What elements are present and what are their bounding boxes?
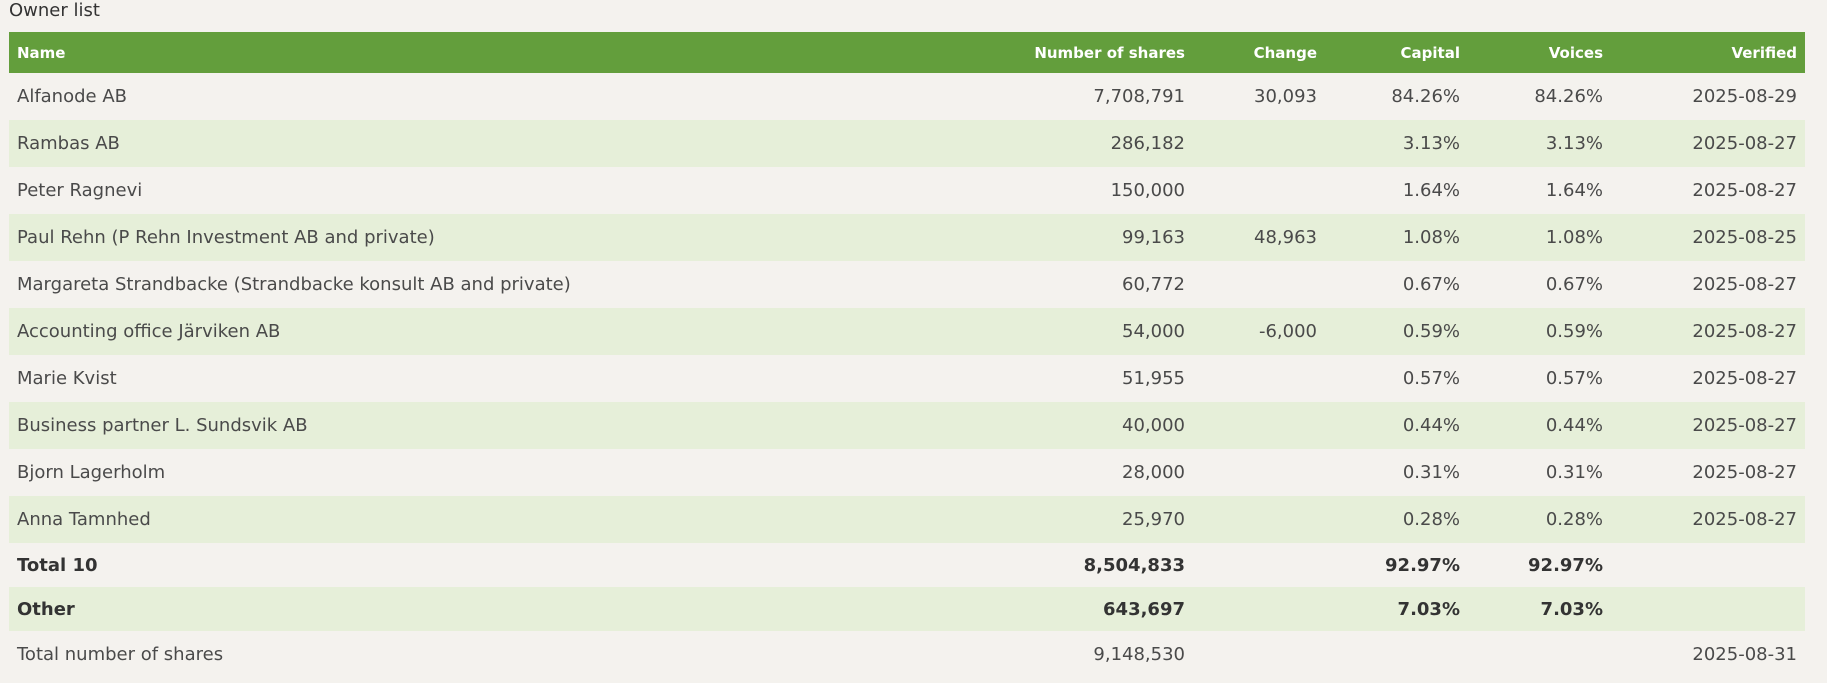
owner-name: Accounting office Järviken AB <box>17 321 281 342</box>
other-shares: 643,697 <box>1103 598 1185 620</box>
total-shares-verified: 2025-08-31 <box>1692 644 1797 665</box>
owner-name: Bjorn Lagerholm <box>17 462 166 483</box>
table-row: Rambas AB 286,182 3.13% 3.13% 2025-08-27 <box>9 120 1805 167</box>
owner-shares: 150,000 <box>1110 180 1185 201</box>
owner-table: Name Number of shares Change Capital Voi… <box>9 32 1805 678</box>
table-row: Accounting office Järviken AB 54,000 -6,… <box>9 308 1805 355</box>
other-capital: 7.03% <box>1397 598 1460 620</box>
owner-verified: 2025-08-29 <box>1692 86 1797 107</box>
owner-voices: 0.57% <box>1545 368 1603 389</box>
page-title: Owner list <box>9 0 100 21</box>
owner-name: Rambas AB <box>17 133 120 154</box>
owner-capital: 0.31% <box>1402 462 1460 483</box>
owner-voices: 0.28% <box>1545 509 1603 530</box>
owner-verified: 2025-08-27 <box>1692 133 1797 154</box>
column-header-verified[interactable]: Verified <box>1731 43 1797 62</box>
owner-capital: 3.13% <box>1402 133 1460 154</box>
owner-shares: 54,000 <box>1122 321 1185 342</box>
owner-voices: 0.59% <box>1545 321 1603 342</box>
owner-voices: 1.64% <box>1545 180 1603 201</box>
owner-capital: 1.08% <box>1402 227 1460 248</box>
total-shares: 8,504,833 <box>1083 554 1185 576</box>
table-row: Alfanode AB 7,708,791 30,093 84.26% 84.2… <box>9 73 1805 120</box>
owner-verified: 2025-08-27 <box>1692 321 1797 342</box>
owner-voices: 0.44% <box>1545 415 1603 436</box>
owner-name: Marie Kvist <box>17 368 117 389</box>
table-row: Paul Rehn (P Rehn Investment AB and priv… <box>9 214 1805 261</box>
owner-name: Anna Tamnhed <box>17 509 151 530</box>
owner-capital: 0.57% <box>1402 368 1460 389</box>
owner-capital: 0.44% <box>1402 415 1460 436</box>
owner-shares: 99,163 <box>1122 227 1185 248</box>
owner-shares: 40,000 <box>1122 415 1185 436</box>
table-row: Business partner L. Sundsvik AB 40,000 0… <box>9 402 1805 449</box>
owner-verified: 2025-08-25 <box>1692 227 1797 248</box>
owner-change: -6,000 <box>1258 321 1317 342</box>
table-row: Anna Tamnhed 25,970 0.28% 0.28% 2025-08-… <box>9 496 1805 543</box>
total-shares-value: 9,148,530 <box>1093 644 1185 665</box>
owner-voices: 1.08% <box>1545 227 1603 248</box>
owner-name: Alfanode AB <box>17 86 127 107</box>
other-voices: 7.03% <box>1540 598 1603 620</box>
table-row: Margareta Strandbacke (Strandbacke konsu… <box>9 261 1805 308</box>
total-shares-label: Total number of shares <box>17 644 224 665</box>
column-header-name[interactable]: Name <box>17 43 66 62</box>
owner-shares: 25,970 <box>1122 509 1185 530</box>
owner-verified: 2025-08-27 <box>1692 274 1797 295</box>
owner-verified: 2025-08-27 <box>1692 462 1797 483</box>
owner-voices: 84.26% <box>1534 86 1603 107</box>
owner-capital: 0.28% <box>1402 509 1460 530</box>
owner-capital: 84.26% <box>1391 86 1460 107</box>
owner-verified: 2025-08-27 <box>1692 415 1797 436</box>
table-row: Marie Kvist 51,955 0.57% 0.57% 2025-08-2… <box>9 355 1805 402</box>
total-voices: 92.97% <box>1528 554 1603 576</box>
table-row: Bjorn Lagerholm 28,000 0.31% 0.31% 2025-… <box>9 449 1805 496</box>
total-label: Total 10 <box>17 554 98 576</box>
owner-shares: 28,000 <box>1122 462 1185 483</box>
column-header-voices[interactable]: Voices <box>1548 43 1603 62</box>
other-label: Other <box>17 598 75 620</box>
owner-shares: 286,182 <box>1110 133 1185 154</box>
other-row: Other 643,697 7.03% 7.03% <box>9 587 1805 631</box>
owner-voices: 3.13% <box>1545 133 1603 154</box>
total-shares-row: Total number of shares 9,148,530 2025-08… <box>9 631 1805 678</box>
column-header-capital[interactable]: Capital <box>1400 43 1460 62</box>
column-header-change[interactable]: Change <box>1253 43 1317 62</box>
owner-shares: 60,772 <box>1122 274 1185 295</box>
owner-capital: 0.59% <box>1402 321 1460 342</box>
owner-name: Business partner L. Sundsvik AB <box>17 415 308 436</box>
owner-change: 48,963 <box>1254 227 1317 248</box>
owner-verified: 2025-08-27 <box>1692 368 1797 389</box>
owner-name: Peter Ragnevi <box>17 180 143 201</box>
table-row: Peter Ragnevi 150,000 1.64% 1.64% 2025-0… <box>9 167 1805 214</box>
owner-voices: 0.31% <box>1545 462 1603 483</box>
total-capital: 92.97% <box>1385 554 1460 576</box>
table-header: Name Number of shares Change Capital Voi… <box>9 32 1805 73</box>
column-header-shares[interactable]: Number of shares <box>1034 43 1185 62</box>
owner-shares: 7,708,791 <box>1093 86 1185 107</box>
owner-verified: 2025-08-27 <box>1692 509 1797 530</box>
owner-capital: 1.64% <box>1402 180 1460 201</box>
total-row: Total 10 8,504,833 92.97% 92.97% <box>9 543 1805 587</box>
owner-change: 30,093 <box>1254 86 1317 107</box>
owner-voices: 0.67% <box>1545 274 1603 295</box>
owner-shares: 51,955 <box>1122 368 1185 389</box>
owner-name: Paul Rehn (P Rehn Investment AB and priv… <box>17 227 435 248</box>
owner-capital: 0.67% <box>1402 274 1460 295</box>
owner-name: Margareta Strandbacke (Strandbacke konsu… <box>17 274 571 295</box>
owner-verified: 2025-08-27 <box>1692 180 1797 201</box>
